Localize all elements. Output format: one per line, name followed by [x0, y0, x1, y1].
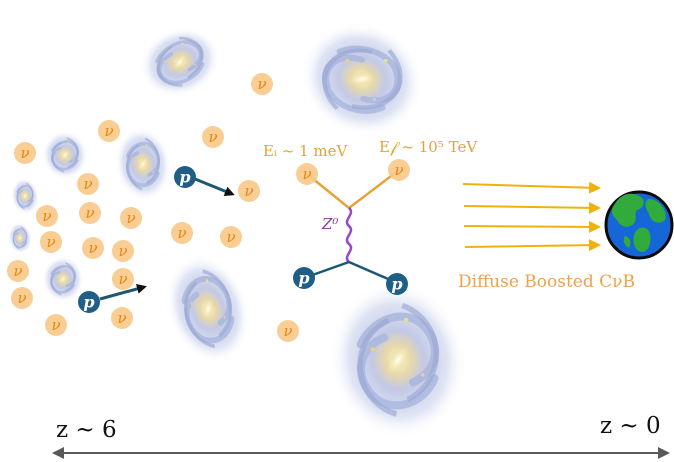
neutrino-icon: ν: [45, 314, 67, 336]
svg-text:ν: ν: [20, 144, 29, 162]
galaxy-icon: [7, 174, 43, 218]
svg-text:ν: ν: [208, 128, 217, 146]
svg-text:ν: ν: [13, 262, 22, 280]
neutrino-icon: ν: [112, 240, 134, 262]
galaxy-icon: [317, 271, 478, 450]
neutrino-icon: ν: [77, 173, 99, 195]
svg-text:ν: ν: [244, 182, 253, 200]
proton-icon: p: [78, 291, 100, 313]
proton-icon: p: [174, 166, 196, 188]
svg-text:p: p: [179, 168, 190, 187]
initial-energy-label: Eᵢ ~ 1 meV: [263, 142, 348, 160]
neutrino-icon: ν: [251, 73, 273, 95]
outgoing-proton: p: [386, 273, 408, 295]
neutrino-icon: ν: [82, 237, 104, 259]
svg-text:ν: ν: [17, 289, 26, 307]
neutrino-icon: ν: [120, 207, 142, 229]
svg-text:ν: ν: [257, 75, 266, 93]
svg-text:ν: ν: [118, 242, 127, 260]
svg-text:ν: ν: [302, 165, 311, 183]
svg-text:ν: ν: [46, 233, 55, 251]
proton-arrow: [99, 284, 147, 301]
incoming-proton: p: [293, 267, 315, 289]
incoming-neutrino: ν: [296, 163, 318, 185]
earth-globe-icon: [604, 190, 674, 260]
svg-text:ν: ν: [85, 204, 94, 222]
neutrino-icon: ν: [7, 260, 29, 282]
neutrino-icon: ν: [277, 320, 299, 342]
svg-text:ν: ν: [226, 228, 235, 246]
redshift-axis: z ~ 6 z ~ 0: [52, 413, 670, 459]
galaxy-icon: [38, 252, 88, 306]
svg-text:ν: ν: [126, 209, 135, 227]
svg-text:ν: ν: [117, 309, 126, 327]
final-energy-label: E𝒻 ~ 10⁵ TeV: [379, 138, 478, 156]
svg-text:ν: ν: [118, 270, 127, 288]
neutrino-icon: ν: [98, 120, 120, 142]
high-redshift-label: z ~ 6: [56, 417, 117, 443]
svg-text:ν: ν: [83, 175, 92, 193]
low-redshift-label: z ~ 0: [600, 413, 661, 439]
neutrino-icon: ν: [36, 205, 58, 227]
galaxy-icon: [129, 15, 230, 108]
svg-text:ν: ν: [177, 224, 186, 242]
diffuse-flux-arrows: [462, 181, 601, 252]
proton-arrow: [194, 177, 235, 197]
neutrino-icon: ν: [79, 202, 101, 224]
svg-text:ν: ν: [42, 207, 51, 225]
neutrino-cluster: ν ν ν ν ν ν ν ν ν ν ν ν ν ν ν ν ν ν ν ν: [7, 73, 299, 342]
diffuse-label: Diffuse Boosted CνB: [458, 272, 635, 292]
svg-text:ν: ν: [394, 161, 403, 179]
galaxy-icon: [5, 219, 35, 257]
neutrino-icon: ν: [40, 231, 62, 253]
boson-label: Z⁰: [321, 215, 338, 233]
svg-text:ν: ν: [104, 122, 113, 140]
neutrino-icon: ν: [202, 126, 224, 148]
galaxy-icon: [282, 2, 442, 156]
neutrino-icon: ν: [112, 268, 134, 290]
neutrino-icon: ν: [11, 287, 33, 309]
svg-text:p: p: [298, 269, 309, 288]
galaxy-icon: [151, 243, 264, 375]
svg-text:ν: ν: [51, 316, 60, 334]
galaxy-icon: [108, 121, 178, 207]
neutrino-icon: ν: [238, 180, 260, 202]
svg-text:p: p: [83, 293, 94, 312]
neutrino-icon: ν: [220, 226, 242, 248]
svg-text:p: p: [391, 275, 402, 294]
neutrino-icon: ν: [171, 222, 193, 244]
neutrino-icon: ν: [111, 307, 133, 329]
neutrino-icon: ν: [14, 142, 36, 164]
svg-text:ν: ν: [88, 239, 97, 257]
feynman-diagram: ν ν p p Eᵢ ~ 1 meV E𝒻 ~ 10⁵ TeV Z⁰: [263, 138, 478, 295]
svg-text:ν: ν: [283, 322, 292, 340]
outgoing-neutrino: ν: [388, 159, 410, 181]
